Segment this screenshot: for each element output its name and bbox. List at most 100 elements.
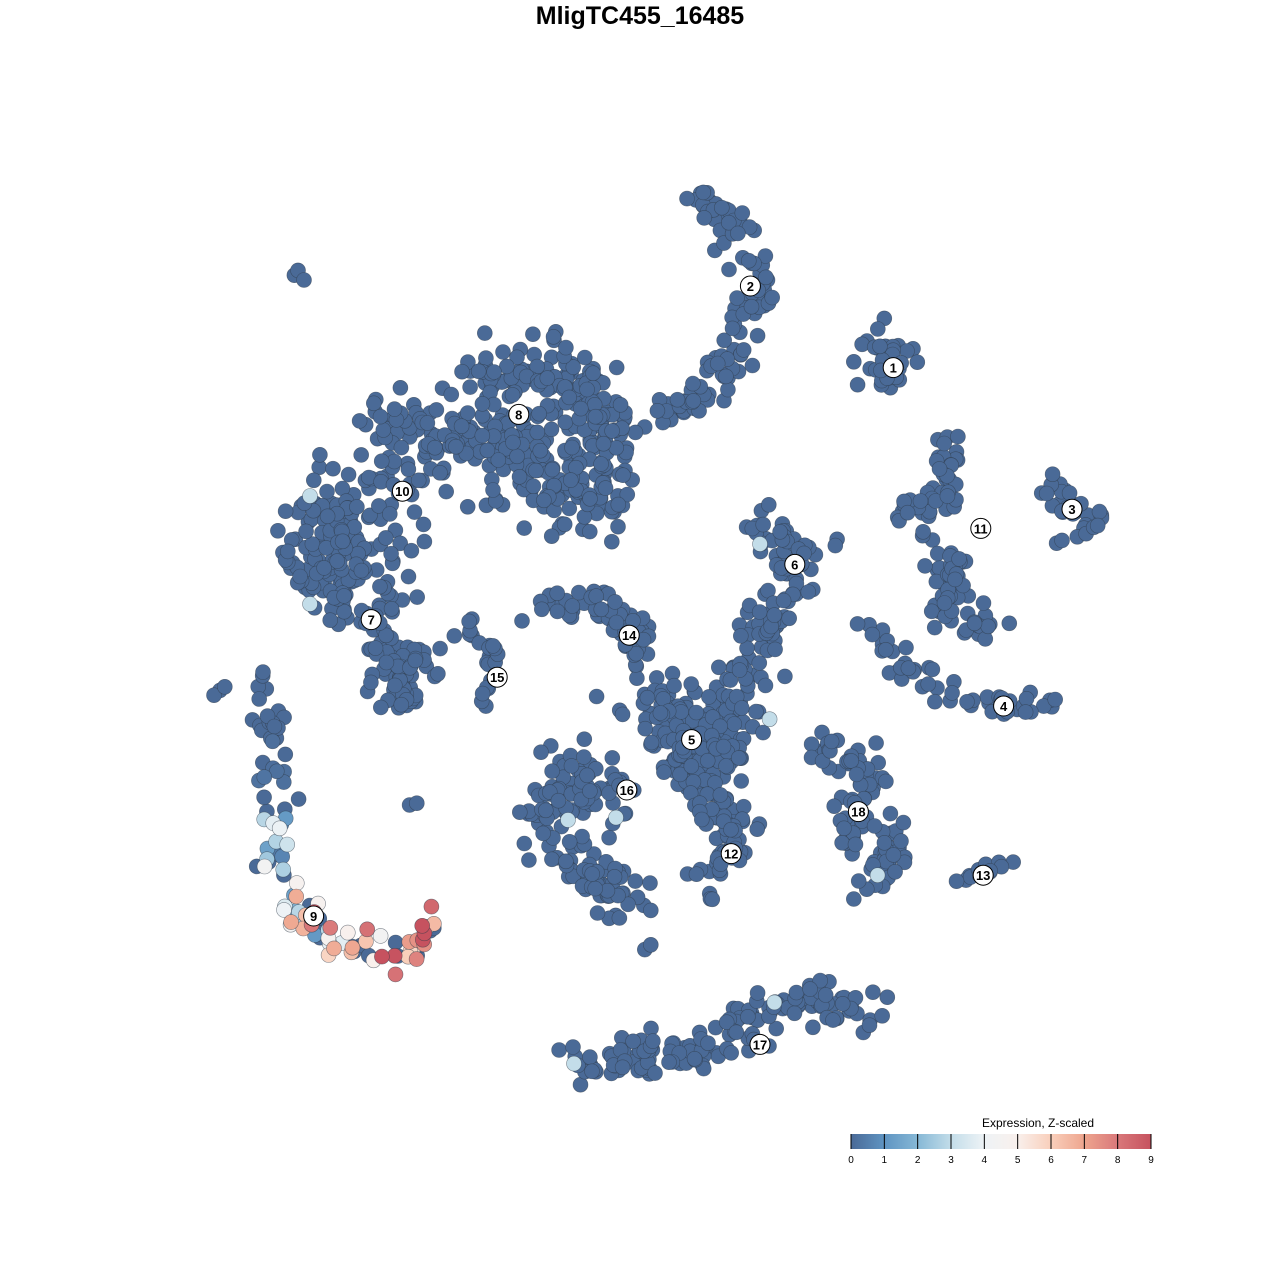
- data-point: [386, 401, 403, 417]
- data-point: [647, 1065, 663, 1081]
- data-point: [322, 919, 339, 936]
- data-point: [597, 480, 614, 496]
- cluster-label-badge: [360, 609, 382, 631]
- data-point: [688, 866, 705, 883]
- data-point: [850, 873, 867, 889]
- data-point: [766, 994, 783, 1011]
- data-point: [885, 847, 902, 863]
- data-point: [728, 1024, 745, 1041]
- data-point: [788, 984, 805, 1001]
- data-point: [722, 672, 739, 688]
- data-point: [628, 645, 644, 662]
- data-point: [772, 523, 788, 540]
- data-point: [544, 763, 560, 780]
- data-point: [866, 818, 883, 834]
- cluster-label: 4: [1000, 699, 1008, 714]
- data-point: [721, 261, 737, 278]
- data-point: [453, 418, 470, 435]
- data-point: [950, 428, 966, 445]
- data-point: [766, 607, 783, 623]
- data-point: [336, 588, 352, 604]
- data-point: [256, 789, 272, 806]
- data-point: [849, 616, 866, 632]
- data-point: [419, 415, 436, 431]
- data-point: [826, 798, 843, 815]
- data-point: [1091, 503, 1108, 520]
- data-point: [387, 934, 404, 951]
- cluster-label-badge: [784, 553, 806, 575]
- data-point: [264, 733, 281, 750]
- data-point: [923, 603, 940, 620]
- data-point: [560, 812, 576, 828]
- data-point: [474, 427, 491, 444]
- data-point: [764, 289, 781, 306]
- cluster-label-badge: [720, 843, 742, 865]
- data-point: [533, 744, 549, 761]
- data-point: [582, 783, 598, 799]
- data-point: [748, 703, 764, 720]
- data-point: [564, 598, 581, 614]
- data-point: [319, 508, 336, 525]
- data-point: [642, 936, 659, 953]
- data-point: [752, 536, 768, 552]
- data-point: [485, 638, 501, 654]
- data-point: [326, 940, 342, 957]
- data-point: [372, 408, 389, 425]
- data-point: [319, 483, 335, 500]
- data-point: [587, 408, 604, 425]
- data-point: [381, 506, 398, 522]
- data-point: [724, 320, 741, 337]
- cluster-label: 18: [851, 805, 865, 820]
- data-point: [588, 688, 605, 705]
- data-point: [672, 766, 688, 783]
- data-point: [1038, 485, 1055, 502]
- data-point: [340, 466, 357, 483]
- data-point: [715, 738, 732, 755]
- data-point: [430, 665, 446, 682]
- cluster-label: 5: [688, 733, 695, 748]
- data-point: [509, 349, 525, 366]
- data-point: [757, 677, 774, 694]
- data-point: [459, 498, 476, 515]
- data-point: [879, 989, 896, 1006]
- data-point: [408, 795, 425, 812]
- data-point: [701, 689, 717, 705]
- data-point: [416, 533, 433, 550]
- data-point: [887, 863, 903, 880]
- data-point: [882, 805, 899, 822]
- data-point: [1089, 517, 1106, 534]
- data-point: [666, 677, 682, 694]
- data-point: [256, 858, 273, 875]
- data-point: [868, 735, 884, 751]
- data-point: [353, 447, 370, 463]
- data-point: [761, 711, 778, 728]
- cluster-label-badge: [882, 357, 904, 379]
- data-point: [336, 603, 353, 620]
- cluster-label: 15: [490, 670, 504, 685]
- data-point: [372, 928, 389, 944]
- data-point: [565, 359, 582, 375]
- data-point: [629, 670, 645, 687]
- cluster-label: 14: [622, 628, 637, 643]
- data-point: [740, 252, 757, 269]
- data-point: [408, 951, 425, 967]
- data-point: [582, 1049, 598, 1065]
- data-point: [1047, 691, 1063, 708]
- data-point: [543, 421, 560, 438]
- data-point: [370, 498, 387, 514]
- data-point: [936, 435, 953, 452]
- data-point: [723, 821, 739, 838]
- data-point: [572, 400, 589, 417]
- data-point: [561, 500, 578, 517]
- data-point: [576, 731, 593, 748]
- data-point: [606, 868, 623, 885]
- data-point: [683, 676, 700, 692]
- cluster-label-badge: [391, 480, 413, 502]
- data-point: [607, 594, 623, 610]
- data-point: [917, 558, 933, 574]
- data-point: [415, 516, 432, 533]
- data-point: [947, 571, 963, 588]
- cluster-label: 6: [791, 557, 798, 572]
- data-point: [581, 523, 598, 540]
- cluster-label: 13: [976, 868, 990, 883]
